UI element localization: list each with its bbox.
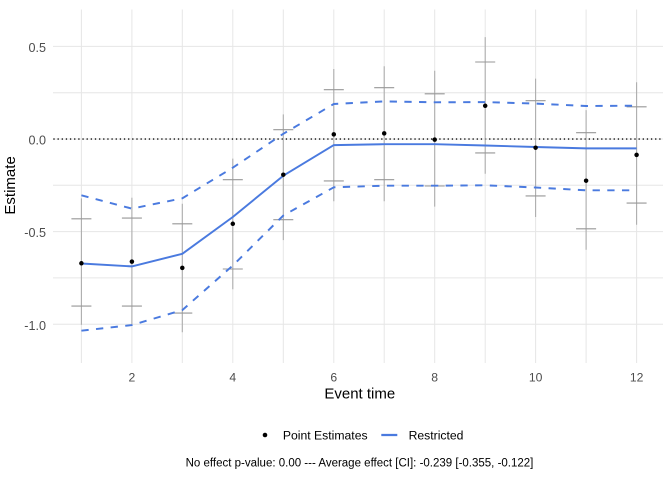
svg-text:0.5: 0.5 [28, 41, 46, 55]
svg-text:Estimate: Estimate [2, 156, 19, 214]
svg-text:Restricted: Restricted [409, 429, 464, 443]
svg-text:4: 4 [229, 371, 236, 385]
svg-text:0.0: 0.0 [28, 134, 46, 148]
svg-text:12: 12 [630, 371, 644, 385]
svg-text:-0.5: -0.5 [24, 226, 46, 240]
svg-text:2: 2 [129, 371, 136, 385]
svg-text:8: 8 [431, 371, 438, 385]
svg-text:-1.0: -1.0 [24, 319, 46, 333]
svg-text:10: 10 [529, 371, 543, 385]
svg-text:6: 6 [330, 371, 337, 385]
svg-text:Point Estimates: Point Estimates [283, 429, 368, 443]
svg-text:Event time: Event time [324, 386, 395, 403]
svg-text:No effect p-value: 0.00 --- Av: No effect p-value: 0.00 --- Average effe… [186, 458, 534, 470]
